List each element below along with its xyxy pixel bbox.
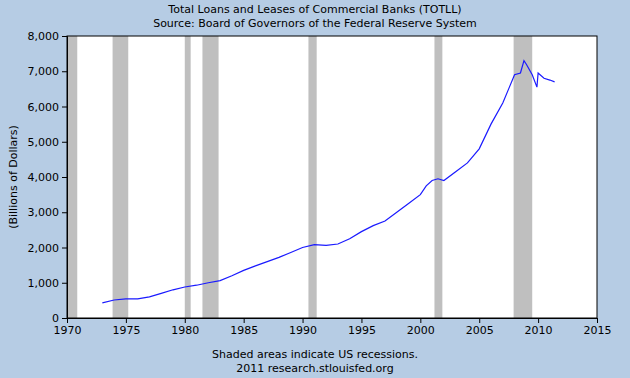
- tick-label: 2005: [466, 324, 494, 337]
- y-axis-title: (Billions of Dollars): [7, 125, 20, 229]
- tick: 6,000: [28, 101, 68, 114]
- tick-mark: [62, 248, 67, 249]
- background: [0, 0, 630, 378]
- subtitle: Source: Board of Governors of the Federa…: [153, 17, 477, 30]
- plot-area: [67, 36, 597, 318]
- tick: 1975: [112, 318, 140, 337]
- tick: 1995: [348, 318, 376, 337]
- recession-band: [434, 36, 442, 318]
- tick: 2010: [525, 318, 553, 337]
- tick: 4,000: [28, 171, 68, 184]
- tick: 0: [52, 312, 67, 325]
- tick-label: 1985: [230, 324, 258, 337]
- tick-label: 2000: [407, 324, 435, 337]
- tick-mark: [62, 71, 67, 72]
- tick-label: 2015: [584, 324, 612, 337]
- tick: 8,000: [28, 30, 68, 43]
- tick-label: 1975: [112, 324, 140, 337]
- tick-label: 5,000: [28, 136, 60, 149]
- axis-line: [68, 319, 598, 324]
- tick-mark: [62, 212, 67, 213]
- tick: 2000: [407, 318, 435, 337]
- chart: 1970 1975 1980 1985 1990 1995 2000 2005 2010 2015…: [0, 0, 630, 378]
- tick-mark: [62, 177, 67, 178]
- tick-label: 7,000: [28, 65, 60, 78]
- tick-label: 2010: [525, 324, 553, 337]
- tick-label: 2,000: [28, 242, 60, 255]
- tick-label: 4,000: [28, 171, 60, 184]
- recession-band: [185, 36, 191, 318]
- tick: 2005: [466, 318, 494, 337]
- footer-note: 2011 research.stlouisfed.org: [236, 362, 393, 375]
- tick-mark: [62, 142, 67, 143]
- tick-label: 6,000: [28, 101, 60, 114]
- tick-label: 3,000: [28, 206, 60, 219]
- tick-mark: [361, 318, 362, 323]
- title: Total Loans and Leases of Commercial Ban…: [167, 3, 461, 16]
- tick-mark: [597, 318, 598, 323]
- marks: [67, 36, 555, 318]
- tick-label: 8,000: [28, 30, 60, 43]
- tick: 2,000: [28, 242, 68, 255]
- tick: 7,000: [28, 65, 68, 78]
- recession-band: [67, 36, 77, 318]
- recession-band: [514, 36, 533, 318]
- tick-label: 1995: [348, 324, 376, 337]
- tick-mark: [62, 283, 67, 284]
- tick-mark: [420, 318, 421, 323]
- tick-mark: [62, 107, 67, 108]
- tick-mark: [538, 318, 539, 323]
- x-axis: 1970 1975 1980 1985 1990 1995 2000 2005 2010 2015: [54, 318, 612, 337]
- footer-note: Shaded areas indicate US recessions.: [212, 348, 418, 361]
- axis-line: [62, 37, 68, 319]
- tick-mark: [185, 318, 186, 323]
- tick: 1980: [171, 318, 199, 337]
- tick: 1,000: [28, 277, 68, 290]
- tick: 1990: [289, 318, 317, 337]
- tick-mark: [126, 318, 127, 323]
- tick-label: 1,000: [28, 277, 60, 290]
- tick-mark: [303, 318, 304, 323]
- tick-label: 1990: [289, 324, 317, 337]
- tick-mark: [62, 318, 67, 319]
- tick-mark: [479, 318, 480, 323]
- tick-mark: [62, 36, 67, 37]
- recession-band: [308, 36, 316, 318]
- tick: 2015: [584, 318, 612, 337]
- tick-mark: [244, 318, 245, 323]
- recession-band: [113, 36, 129, 318]
- tick-label: 1980: [171, 324, 199, 337]
- recession-band: [202, 36, 218, 318]
- tick-label: 0: [52, 312, 59, 325]
- plot-frame: [67, 36, 597, 318]
- series-line: [102, 61, 554, 303]
- tick: 5,000: [28, 136, 68, 149]
- tick-label: 1970: [54, 324, 82, 337]
- tick: 3,000: [28, 206, 68, 219]
- tick: 1985: [230, 318, 258, 337]
- y-axis: 0 1,000 2,000 3,000 4,000 5,000 6,000 7,000 8,00…: [28, 30, 68, 325]
